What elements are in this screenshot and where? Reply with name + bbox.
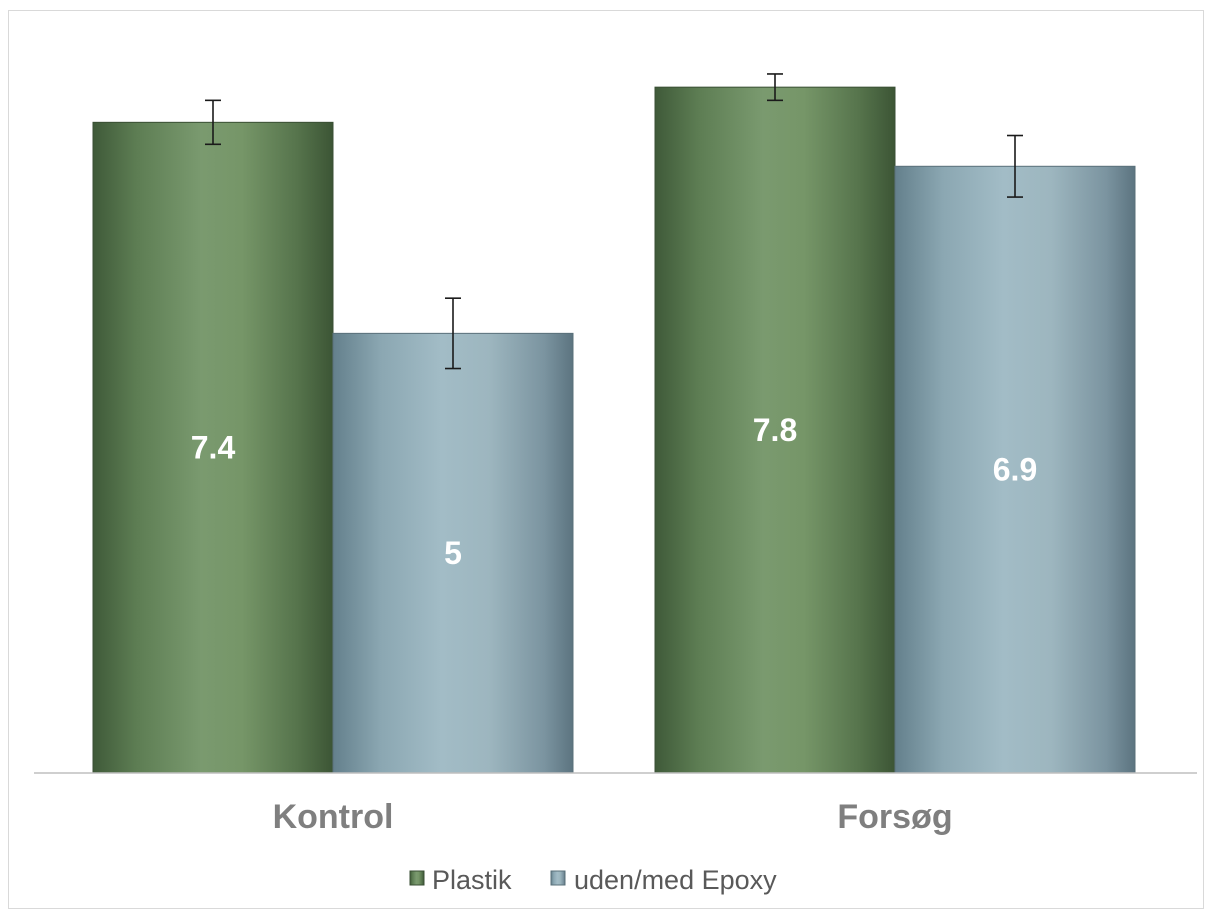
bar-plastik-kontrol (92, 121, 334, 774)
category-label-fors-g: Forsøg (837, 798, 952, 836)
category-label-kontrol: Kontrol (273, 798, 394, 836)
data-label-uden-med-epoxy-fors-g: 6.9 (993, 452, 1037, 488)
category-labels-layer: Kontrol Forsøg (273, 798, 953, 836)
legend-item-uden-med-epoxy: uden/med Epoxy (550, 865, 777, 895)
error-bar-plastik-fors-g (767, 73, 783, 102)
legend-swatch-plastik (409, 870, 425, 886)
data-label-uden-med-epoxy-kontrol: 5 (444, 535, 462, 571)
data-label-plastik-kontrol: 7.4 (191, 430, 236, 466)
error-bar-uden-med-epoxy-fors-g (1007, 134, 1023, 198)
data-labels-layer: 7.4 5 7.8 6.9 (191, 412, 1037, 571)
bar-uden-med-epoxy-fors-g (894, 165, 1136, 774)
legend-label-plastik: Plastik (432, 865, 512, 895)
error-bar-plastik-kontrol (205, 99, 221, 146)
bar-plastik-fors-g (654, 86, 896, 774)
data-label-plastik-fors-g: 7.8 (753, 412, 797, 448)
legend-label-uden-med-epoxy: uden/med Epoxy (574, 865, 777, 895)
error-bars-layer (205, 73, 1023, 370)
bars-layer (92, 86, 1136, 774)
legend: Plastik uden/med Epoxy (409, 865, 777, 895)
legend-item-plastik: Plastik (409, 865, 512, 895)
error-bar-uden-med-epoxy-kontrol (445, 297, 461, 370)
legend-swatch-uden-med-epoxy (550, 870, 566, 886)
